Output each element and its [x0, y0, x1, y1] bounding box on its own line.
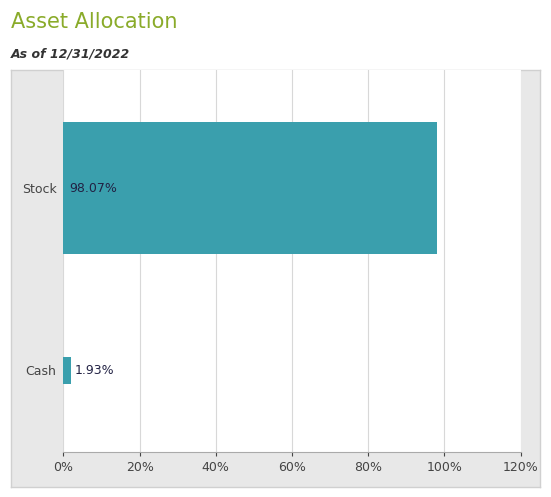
Text: As of 12/31/2022: As of 12/31/2022 — [11, 47, 130, 60]
Text: 1.93%: 1.93% — [74, 364, 114, 377]
Text: 98.07%: 98.07% — [69, 181, 117, 194]
Text: Asset Allocation: Asset Allocation — [11, 12, 177, 32]
Bar — [63, 122, 437, 253]
Bar — [63, 357, 71, 384]
